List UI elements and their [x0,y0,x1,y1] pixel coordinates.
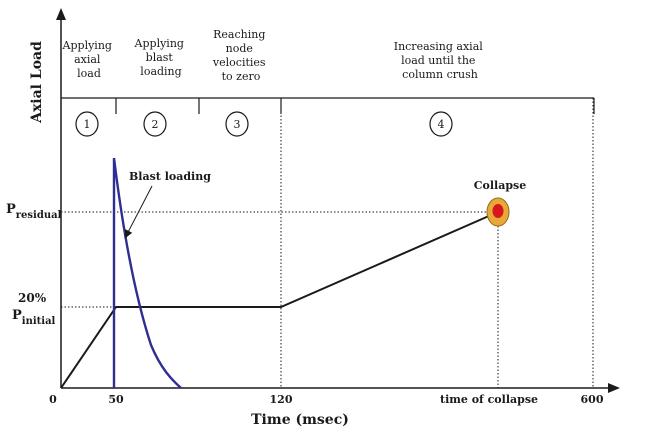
phase-3-number: 3 [234,118,241,131]
phase-4-description: Increasing axial load until the column c… [394,40,487,81]
blast-loading-pointer [124,185,153,239]
x-tick-time-of-collapse: time of collapse [440,393,538,406]
phase-3-description: Reaching node velocities to zero [212,28,269,83]
y-tick-p-residual-main: P [6,202,16,217]
x-tick-0: 0 [49,393,57,406]
phase-1-number: 1 [84,118,91,131]
phase-3-line-2: node [226,42,253,55]
axial-load-curve [60,211,499,389]
x-tick-120: 120 [270,393,293,406]
phase-4-line-3: column crush [402,68,478,81]
x-axis-title: Time (msec) [251,412,349,428]
y-axis-title: Axial Load [29,41,45,124]
y-tick-p-initial-sub: initial [22,316,56,327]
y-tick-p-initial-main: P [12,308,22,323]
y-tick-p-residual-sub: residual [16,210,62,221]
y-tick-p-residual: Presidual [6,202,62,221]
y-axis-arrow-icon [56,8,66,20]
phase-2-line-1: Applying [134,37,184,50]
phase-4-number: 4 [438,118,445,131]
phase-2-description: Applying blast loading [134,37,188,78]
phase-1-description: Applying axial load [62,39,116,80]
phase-3-line-4: to zero [222,70,261,83]
blast-loading-curve [112,157,182,389]
phase-2-marker: 2 [143,111,167,137]
phase-2-number: 2 [152,118,159,131]
phase-4-marker: 4 [429,111,453,137]
y-tick-initial-percent: 20% [18,291,47,305]
x-tick-50: 50 [108,393,124,406]
blast-loading-label: Blast loading [129,170,211,183]
phase-3-marker: 3 [225,111,249,137]
phase-1-line-2: axial [74,53,101,66]
phase-3-line-3: velocities [212,56,266,69]
y-tick-p-initial: Pinitial [12,308,56,327]
phase-4-line-1: Increasing axial [394,40,484,53]
phase-3-line-1: Reaching [213,28,265,41]
phase-2-line-2: blast [146,51,174,64]
phase-1-line-3: load [77,67,101,80]
collapse-marker-inner-icon [492,204,504,218]
phase-1-line-1: Applying [62,39,112,52]
phase-2-line-3: loading [140,65,181,78]
x-axis-arrow-icon [608,383,620,393]
collapse-label: Collapse [474,179,526,192]
x-tick-600: 600 [581,393,604,406]
phase-4-line-2: load until the [401,54,475,67]
phase-1-marker: 1 [75,111,99,137]
